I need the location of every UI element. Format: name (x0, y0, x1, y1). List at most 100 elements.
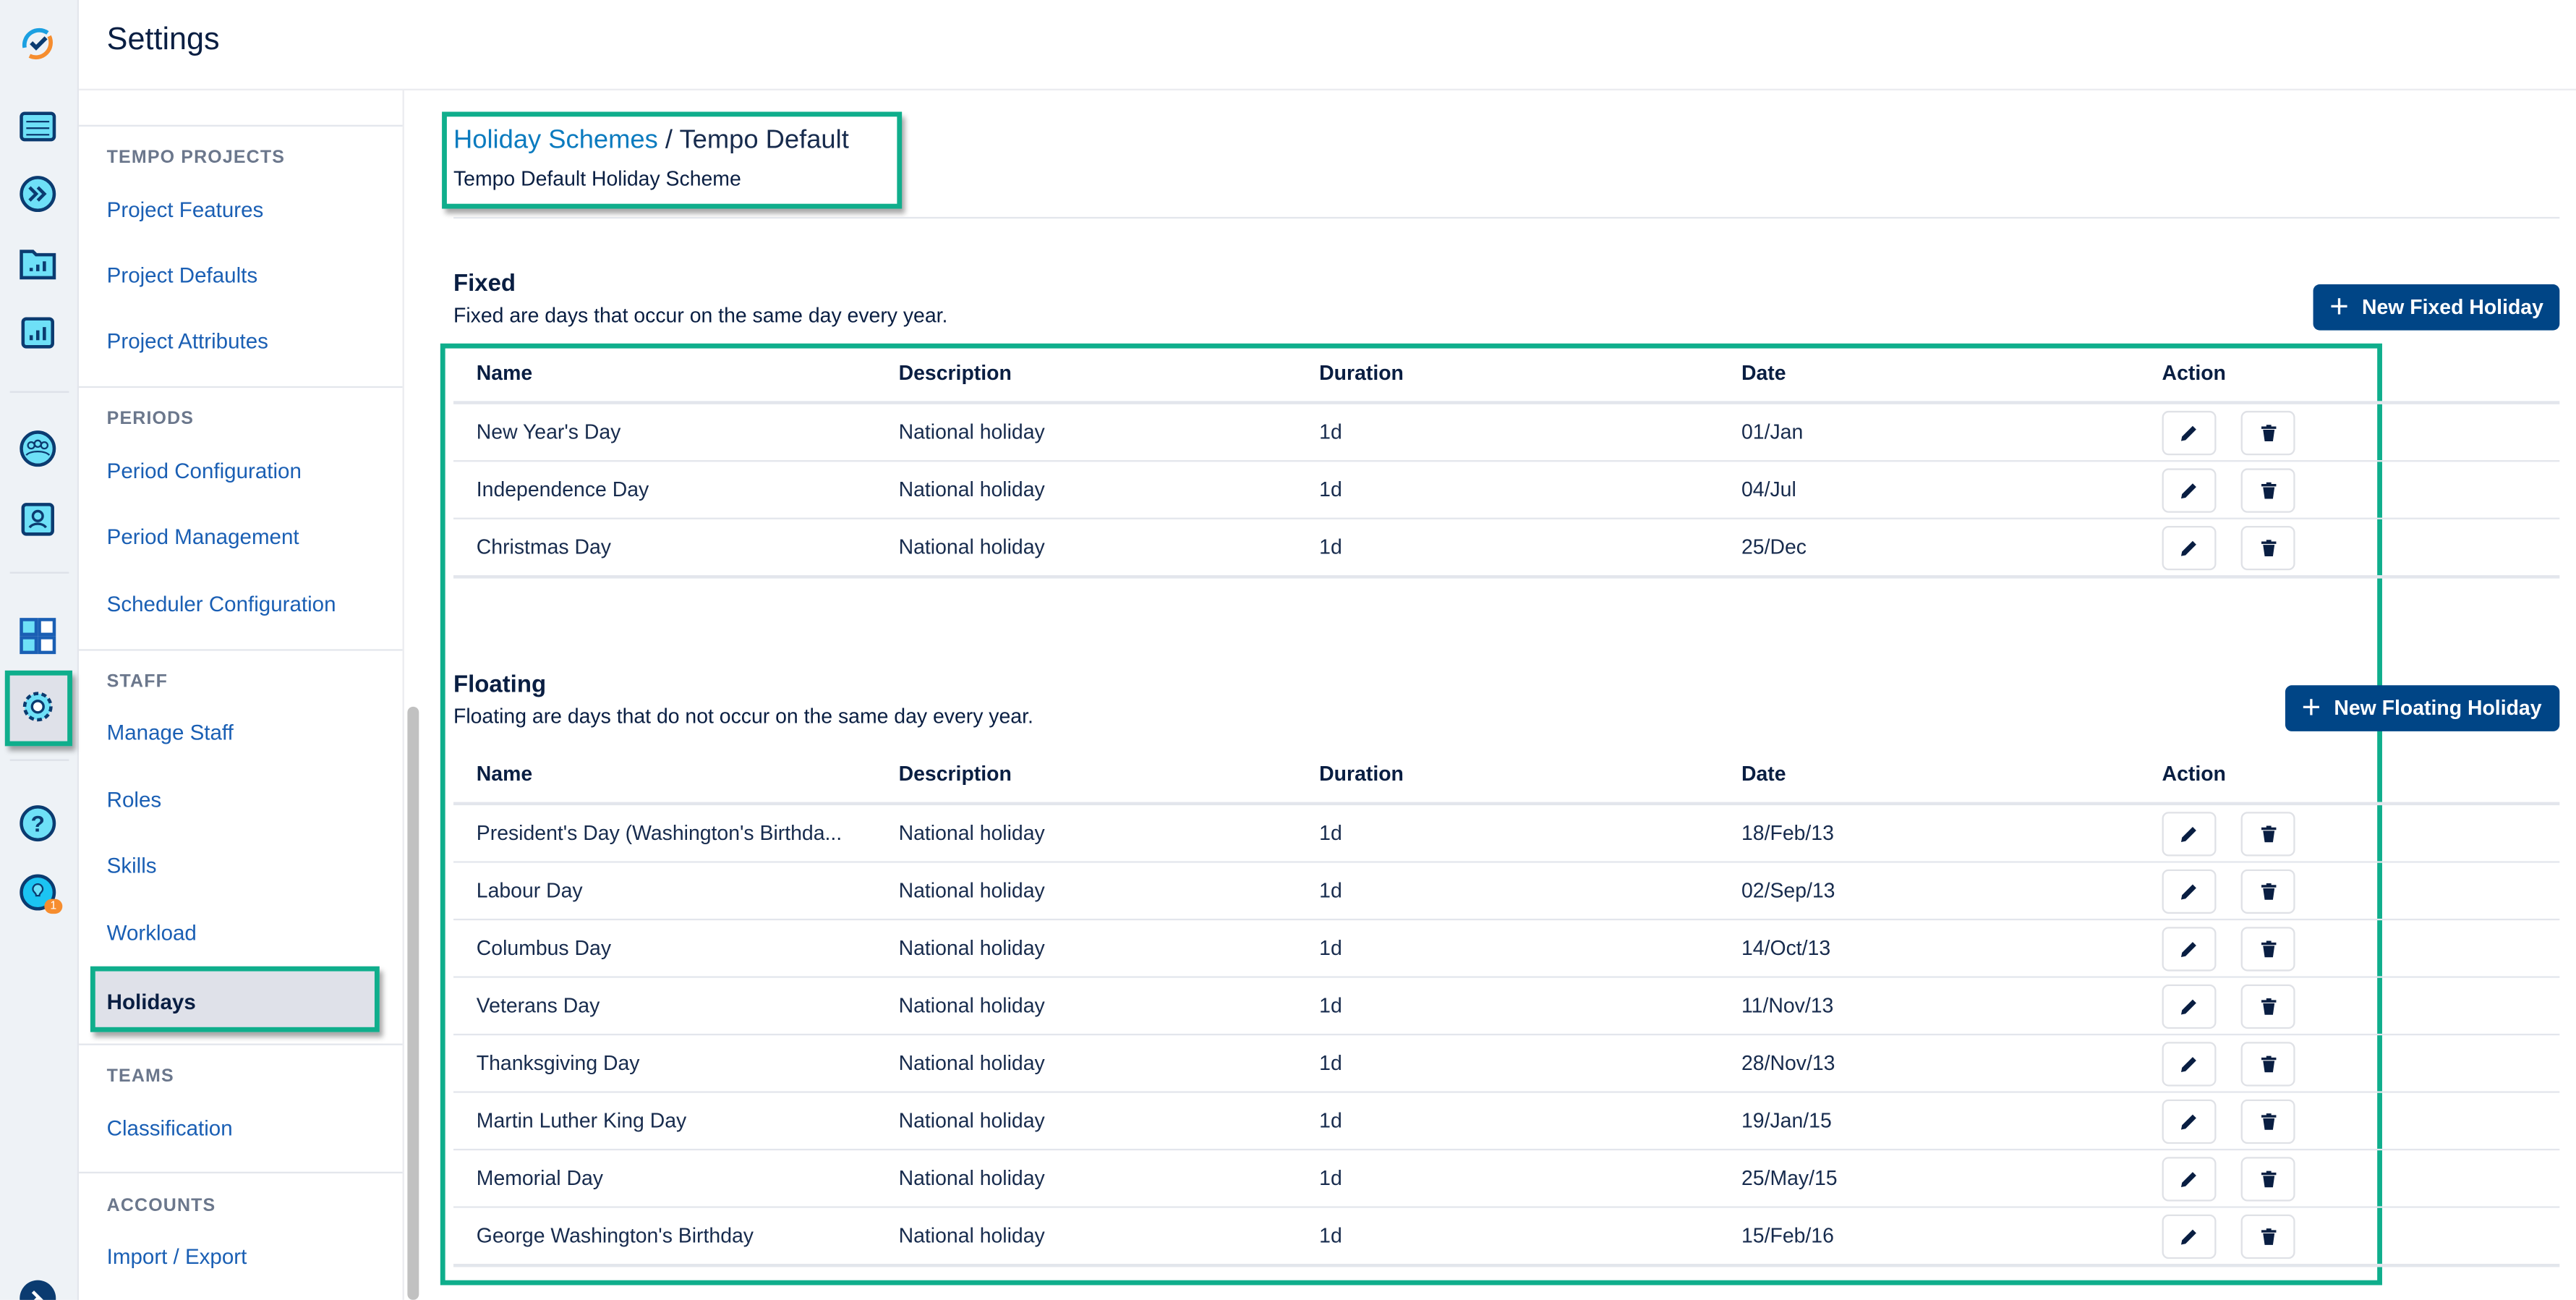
sidebar-item-project-features[interactable]: Project Features (106, 197, 264, 222)
breadcrumb-highlight (442, 111, 903, 209)
row-divider (453, 861, 2560, 863)
row-divider (453, 517, 2560, 519)
section-heading: PERIODS (106, 409, 195, 429)
help-icon[interactable]: ? (18, 804, 58, 844)
trash-icon (2260, 540, 2276, 556)
sidebar-item-period-configuration[interactable]: Period Configuration (106, 458, 302, 483)
edit-button[interactable] (2162, 410, 2217, 456)
cell-date: 19/Jan/15 (1741, 1109, 1832, 1133)
edit-button[interactable] (2162, 468, 2217, 513)
bar-chart-icon[interactable] (18, 313, 58, 352)
divider (79, 124, 403, 127)
sidebar-item-manage-staff[interactable]: Manage Staff (106, 720, 234, 745)
cell-description: National holiday (898, 478, 1045, 501)
delete-button[interactable] (2240, 984, 2295, 1029)
edit-button[interactable] (2162, 1214, 2217, 1259)
trash-icon (2260, 425, 2276, 441)
delete-button[interactable] (2240, 927, 2295, 972)
row-divider (453, 1091, 2560, 1093)
cell-duration: 1d (1319, 1166, 1342, 1190)
trash-icon (2260, 883, 2276, 900)
pencil-icon (2180, 1229, 2196, 1245)
cell-duration: 1d (1319, 478, 1342, 501)
divider (453, 216, 2560, 219)
pencil-icon (2180, 425, 2196, 441)
sidebar-item-project-attributes[interactable]: Project Attributes (106, 328, 268, 354)
delete-button[interactable] (2240, 468, 2295, 513)
edit-button[interactable] (2162, 525, 2217, 571)
tempo-logo-icon[interactable] (18, 23, 58, 63)
notification-badge: 1 (44, 898, 63, 914)
cell-description: National holiday (898, 1051, 1045, 1075)
grid-icon[interactable] (18, 616, 58, 656)
column-header-description: Description (898, 762, 1012, 786)
team-icon[interactable] (18, 429, 58, 469)
delete-button[interactable] (2240, 1214, 2295, 1259)
sidebar-item-project-defaults[interactable]: Project Defaults (106, 263, 258, 288)
edit-button[interactable] (2162, 984, 2217, 1029)
gear-icon[interactable] (18, 687, 58, 727)
pencil-icon (2180, 1114, 2196, 1130)
cell-name: Independence Day (476, 478, 649, 501)
delete-button[interactable] (2240, 869, 2295, 914)
cell-date: 01/Jan (1741, 420, 1804, 444)
edit-button[interactable] (2162, 812, 2217, 857)
edit-button[interactable] (2162, 1157, 2217, 1202)
delete-button[interactable] (2240, 525, 2295, 571)
sidebar-item-classification[interactable]: Classification (106, 1116, 233, 1141)
sidebar-item-period-management[interactable]: Period Management (106, 524, 299, 549)
pencil-icon (2180, 1057, 2196, 1073)
delete-button[interactable] (2240, 1157, 2295, 1202)
new-floating-holiday-button[interactable]: + New Floating Holiday (2285, 685, 2560, 731)
floating-description: Floating are days that do not occur on t… (453, 705, 1033, 728)
cell-duration: 1d (1319, 994, 1342, 1018)
cell-date: 15/Feb/16 (1741, 1224, 1834, 1248)
edit-button[interactable] (2162, 1099, 2217, 1144)
sidebar-item-holidays[interactable]: Holidays (90, 966, 380, 1032)
cell-date: 25/Dec (1741, 535, 1807, 559)
calendar-icon[interactable] (18, 105, 58, 145)
new-fixed-holiday-button[interactable]: + New Fixed Holiday (2313, 284, 2560, 331)
delete-button[interactable] (2240, 410, 2295, 456)
cell-description: National holiday (898, 420, 1045, 444)
delete-button[interactable] (2240, 1099, 2295, 1144)
delete-button[interactable] (2240, 1042, 2295, 1087)
divider (9, 391, 69, 393)
pin-icon[interactable] (18, 1278, 58, 1300)
sidebar-item-roles[interactable]: Roles (106, 787, 162, 812)
delete-button[interactable] (2240, 812, 2295, 857)
pencil-icon (2180, 884, 2196, 900)
user-card-icon[interactable] (18, 500, 58, 540)
edit-button[interactable] (2162, 869, 2217, 914)
tables-highlight (440, 343, 2382, 1286)
breadcrumb-current: Tempo Default (679, 126, 849, 155)
breadcrumb-holiday-schemes-link[interactable]: Holiday Schemes (453, 126, 658, 155)
cell-name: Christmas Day (476, 535, 612, 559)
row-divider (453, 1263, 2560, 1267)
pencil-icon (2180, 942, 2196, 957)
section-heading: TEAMS (106, 1066, 174, 1087)
divider (79, 1171, 403, 1173)
edit-button[interactable] (2162, 1042, 2217, 1087)
pencil-icon (2180, 1172, 2196, 1188)
fast-forward-icon[interactable] (18, 174, 58, 214)
cell-description: National holiday (898, 1224, 1045, 1248)
sidebar-item-scheduler-configuration[interactable]: Scheduler Configuration (106, 591, 336, 616)
sidebar-scrollbar[interactable] (407, 706, 419, 1300)
trash-icon (2260, 825, 2276, 843)
sidebar-item-workload[interactable]: Workload (106, 920, 197, 946)
sidebar-item-skills[interactable]: Skills (106, 853, 157, 878)
column-header-duration: Duration (1319, 361, 1404, 385)
cell-description: National holiday (898, 936, 1045, 960)
folder-chart-icon[interactable] (18, 243, 58, 283)
page-header: Settings (79, 0, 2576, 90)
cell-description: National holiday (898, 994, 1045, 1018)
edit-button[interactable] (2162, 927, 2217, 972)
cell-duration: 1d (1319, 879, 1342, 903)
cell-name: Martin Luther King Day (476, 1109, 687, 1133)
sidebar-item-import-export[interactable]: Import / Export (106, 1244, 247, 1269)
trash-icon (2260, 482, 2276, 499)
trash-icon (2260, 1228, 2276, 1245)
cell-name: New Year's Day (476, 420, 621, 444)
pencil-icon (2180, 540, 2196, 556)
